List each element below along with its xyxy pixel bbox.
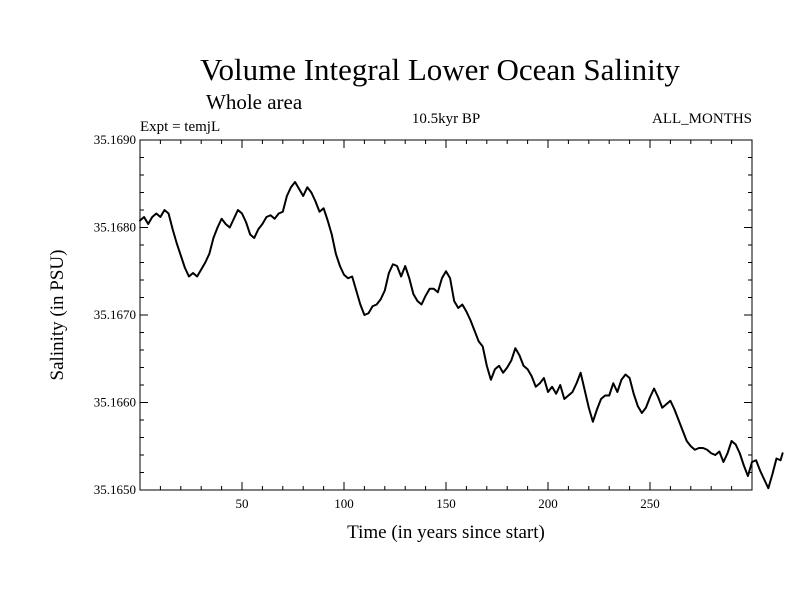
axis-ticks: 50 100 150 200 250 35.1650 35.1660 35.1670 35.16…	[94, 132, 752, 511]
plot-frame	[139, 139, 753, 491]
period-label: 10.5kyr BP	[412, 111, 480, 127]
experiment-label: Expt = temjL	[140, 119, 220, 135]
x-tick-label: 100	[334, 496, 354, 511]
y-axis-title: Salinity (in PSU)	[47, 250, 68, 381]
salinity-series-line	[139, 181, 784, 490]
chart-title: Volume Integral Lower Ocean Salinity	[200, 52, 680, 87]
x-tick-label: 150	[436, 496, 456, 511]
y-tick-label: 35.1690	[94, 132, 136, 147]
x-tick-label: 50	[236, 496, 249, 511]
x-tick-label: 250	[640, 496, 660, 511]
x-axis-title: Time (in years since start)	[347, 522, 545, 543]
x-tick-label: 200	[538, 496, 558, 511]
y-tick-label: 35.1660	[94, 395, 136, 410]
y-tick-label: 35.1680	[94, 220, 136, 235]
y-tick-label: 35.1650	[94, 482, 136, 497]
y-tick-label: 35.1670	[94, 307, 136, 322]
months-label: ALL_MONTHS	[652, 111, 752, 127]
chart-subtitle: Whole area	[206, 90, 303, 114]
